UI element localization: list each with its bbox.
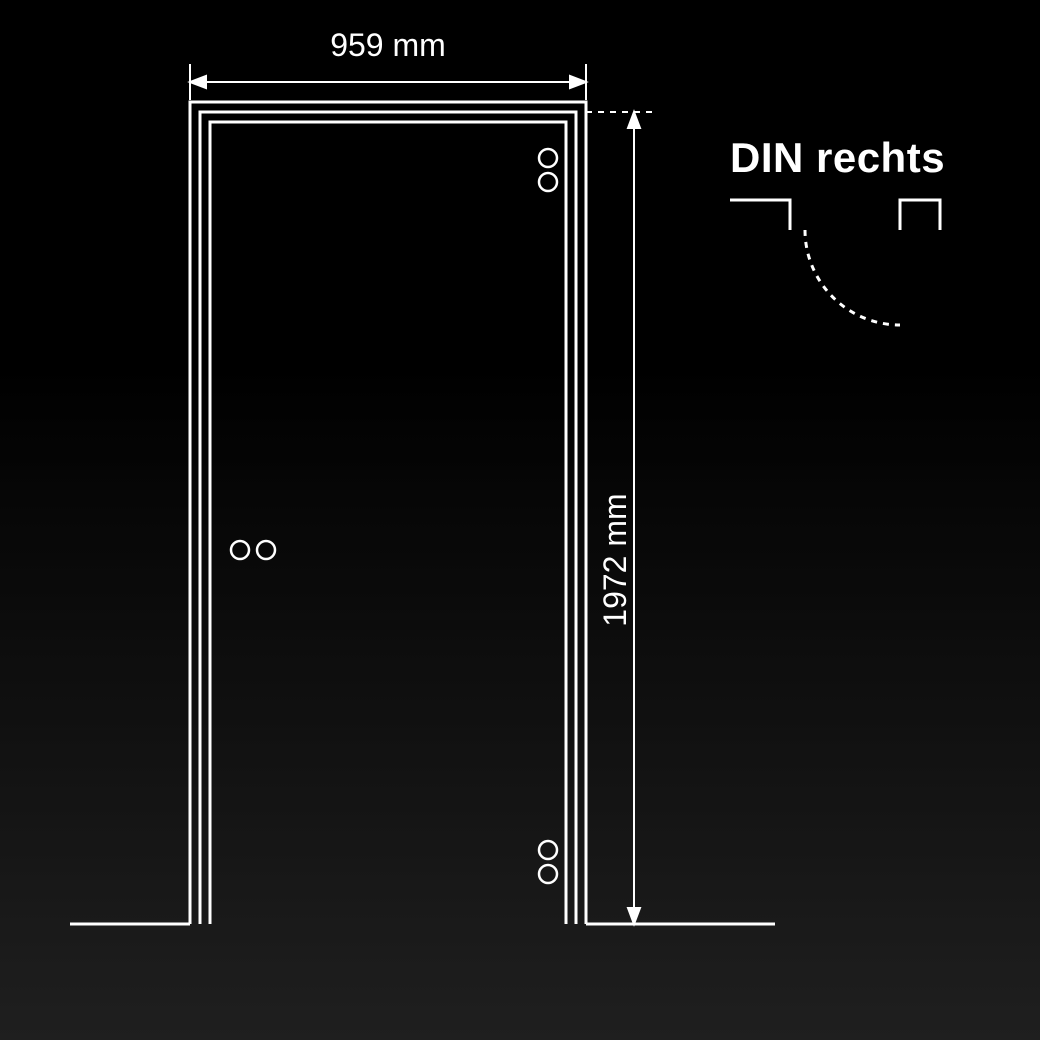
door-assembly: [190, 102, 586, 924]
width-dimension: 959 mm: [190, 27, 586, 100]
height-label: 1972 mm: [597, 493, 633, 626]
height-dimension: 1972 mm: [586, 112, 652, 924]
din-title: DIN rechts: [730, 134, 945, 181]
door-diagram: 959 mm 1972 mm DIN rechts: [0, 0, 1040, 1040]
din-icon: DIN rechts: [730, 134, 945, 325]
width-label: 959 mm: [330, 27, 446, 63]
fittings: [231, 149, 557, 883]
